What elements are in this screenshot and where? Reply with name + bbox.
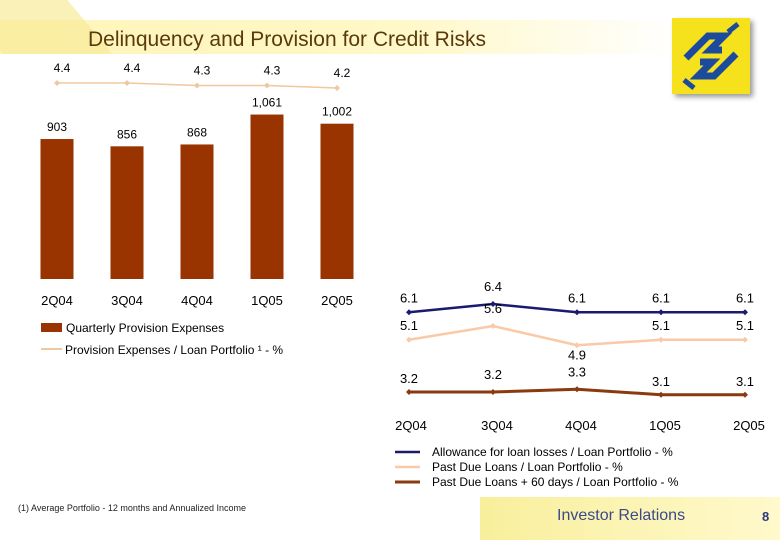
series-1-point-2Q04 <box>406 336 412 343</box>
x-tick-2Q04: 2Q04 <box>395 418 427 433</box>
legend-label-2: Past Due Loans + 60 days / Loan Portfoli… <box>432 475 679 489</box>
series-2-label-1Q05: 3.1 <box>652 374 670 389</box>
x-tick-1Q05: 1Q05 <box>251 293 283 308</box>
provision-ratio-label-2Q05: 4.2 <box>334 66 351 80</box>
x-tick-4Q04: 4Q04 <box>181 293 213 308</box>
provision-ratio-point-2Q05 <box>334 85 340 91</box>
series-0-point-3Q04 <box>490 301 496 307</box>
series-2-label-2Q05: 3.1 <box>736 374 754 389</box>
provision-ratio-label-1Q05: 4.3 <box>264 64 281 78</box>
bar-3Q04 <box>110 146 144 279</box>
legend-swatch-bars <box>41 323 62 332</box>
provision-ratio-label-2Q04: 4.4 <box>54 61 71 75</box>
provision-ratio-label-4Q04: 4.3 <box>194 64 211 78</box>
banco-do-brasil-logo <box>672 18 750 94</box>
series-1-label-2Q04: 5.1 <box>400 318 418 333</box>
title-band <box>0 20 680 54</box>
footer-band <box>480 497 780 540</box>
series-0-label-2Q04: 6.1 <box>400 290 418 305</box>
page-title: Delinquency and Provision for Credit Ris… <box>88 28 487 51</box>
provision-ratio-point-4Q04 <box>194 82 200 89</box>
series-1-label-4Q04: 4.9 <box>568 347 586 362</box>
bar-label-1Q05: 1,061 <box>252 96 282 110</box>
footnote: (1) Average Portfolio - 12 months and An… <box>18 503 246 513</box>
series-2-point-1Q05 <box>658 391 664 398</box>
series-1-label-3Q04: 5.6 <box>484 301 502 316</box>
series-2-label-3Q04: 3.2 <box>484 367 502 382</box>
legend-label-line: Provision Expenses / Loan Portfolio ¹ - … <box>65 343 283 357</box>
series-0-label-3Q04: 6.4 <box>484 279 502 294</box>
provision-ratio-point-2Q04 <box>54 80 60 86</box>
footer-label: Investor Relations <box>557 507 686 524</box>
bar-label-3Q04: 856 <box>117 127 137 141</box>
bar-label-2Q05: 1,002 <box>322 105 352 119</box>
bar-2Q04 <box>40 139 74 279</box>
bar-label-4Q04: 868 <box>187 125 207 139</box>
provision-chart: 903 2Q04 856 3Q04 868 4Q04 1,061 1Q05 1,002 2Q05 4… <box>40 61 354 357</box>
x-tick-4Q04: 4Q04 <box>565 418 597 433</box>
x-tick-1Q05: 1Q05 <box>649 418 681 433</box>
bar-1Q05 <box>250 114 284 279</box>
series-1-point-4Q04 <box>574 342 580 349</box>
series-2-point-2Q05 <box>742 391 748 398</box>
series-1-point-3Q04 <box>490 323 496 329</box>
series-0-label-1Q05: 6.1 <box>652 290 670 305</box>
bar-2Q05 <box>320 123 354 279</box>
series-2-point-3Q04 <box>490 389 496 395</box>
series-0-point-2Q05 <box>742 309 748 316</box>
page-number: 8 <box>762 509 770 524</box>
series-2-point-2Q04 <box>406 389 412 395</box>
series-2-point-4Q04 <box>574 386 580 393</box>
provision-ratio-point-3Q04 <box>124 80 130 86</box>
series-2-label-4Q04: 3.3 <box>568 364 586 379</box>
series-0-point-4Q04 <box>574 309 580 316</box>
series-0-label-2Q05: 6.1 <box>736 290 754 305</box>
x-tick-2Q04: 2Q04 <box>41 293 73 308</box>
provision-ratio-point-1Q05 <box>264 82 270 89</box>
legend-label-1: Past Due Loans / Loan Portfolio - % <box>432 460 623 474</box>
x-tick-3Q04: 3Q04 <box>481 418 513 433</box>
series-0-label-4Q04: 6.1 <box>568 290 586 305</box>
bar-4Q04 <box>180 144 214 279</box>
x-tick-2Q05: 2Q05 <box>321 293 353 308</box>
x-tick-2Q05: 2Q05 <box>733 418 765 433</box>
series-1-label-1Q05: 5.1 <box>652 318 670 333</box>
delinquency-chart: 6.1 6.4 6.1 6.1 6.1 Allowance for loan losses… <box>395 279 765 489</box>
bar-label-2Q04: 903 <box>47 120 67 134</box>
series-1-label-2Q05: 5.1 <box>736 318 754 333</box>
series-2-label-2Q04: 3.2 <box>400 371 418 386</box>
series-1-point-2Q05 <box>742 336 748 343</box>
series-0-point-2Q04 <box>406 309 412 316</box>
legend-label-0: Allowance for loan losses / Loan Portfol… <box>432 445 673 459</box>
series-1-point-1Q05 <box>658 336 664 343</box>
provision-ratio-label-3Q04: 4.4 <box>124 61 141 75</box>
legend-label-bars: Quarterly Provision Expenses <box>66 321 224 335</box>
series-0-point-1Q05 <box>658 309 664 316</box>
x-tick-3Q04: 3Q04 <box>111 293 143 308</box>
